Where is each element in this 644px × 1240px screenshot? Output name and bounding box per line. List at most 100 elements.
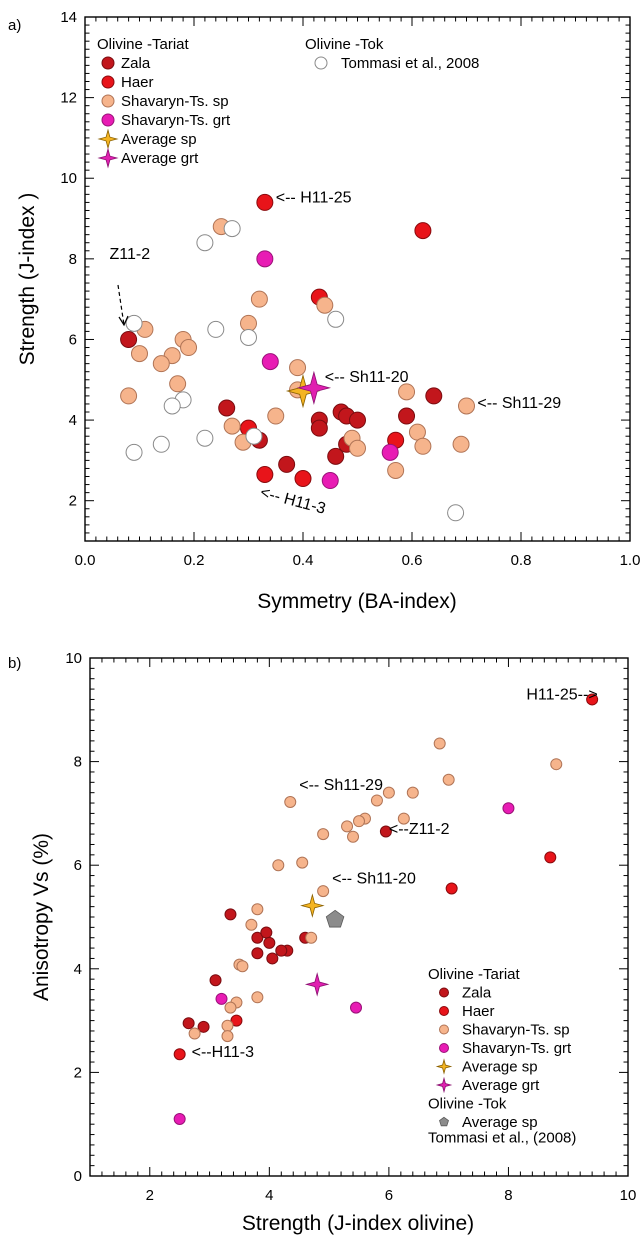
data-point — [327, 447, 345, 465]
data-point — [447, 504, 465, 522]
data-point — [240, 328, 257, 346]
annotation-label: <--H11-3 — [192, 1044, 254, 1061]
data-point — [304, 972, 330, 997]
data-point — [267, 407, 285, 425]
legend-marker — [439, 1043, 449, 1053]
series-avggrt — [304, 972, 330, 997]
series-avggrt — [296, 370, 332, 405]
legend-marker — [435, 1058, 453, 1075]
data-point — [230, 1014, 243, 1027]
data-point — [397, 812, 410, 825]
x-tick-label: 8 — [504, 1187, 512, 1204]
annotation-label: <-- Sh11-29 — [477, 395, 561, 412]
data-point — [381, 443, 399, 461]
data-point — [275, 944, 288, 957]
data-point — [256, 465, 274, 483]
y-axis-title: Strength (J-index ) — [16, 193, 39, 366]
legend-entry-label: Shavaryn-Ts. grt — [121, 112, 231, 129]
data-point — [414, 222, 432, 240]
series-tokavg — [325, 909, 345, 928]
legend-group-title: Olivine -Tok — [428, 1096, 507, 1113]
series-shavsp — [120, 218, 475, 479]
x-tick-label: 10 — [620, 1187, 637, 1204]
y-tick-label: 0 — [74, 1168, 82, 1185]
legend-marker — [439, 1116, 449, 1127]
data-point — [266, 952, 279, 965]
data-point — [278, 455, 296, 473]
data-point — [300, 893, 325, 918]
annotation-label: H11-25--> — [526, 686, 597, 703]
legend-entry-label: Average sp — [462, 1059, 538, 1076]
y-tick-label: 4 — [74, 961, 82, 978]
data-point — [296, 856, 309, 869]
series-tok — [125, 220, 465, 522]
data-point — [353, 815, 365, 828]
data-point — [433, 737, 446, 750]
data-point — [180, 339, 198, 357]
axis-ticks — [84, 16, 631, 542]
data-point — [209, 974, 222, 987]
data-point — [458, 397, 475, 415]
data-point — [316, 296, 334, 314]
legend-marker — [101, 94, 115, 108]
data-point — [321, 472, 339, 490]
data-point — [387, 461, 405, 479]
data-point — [152, 355, 170, 373]
data-point — [442, 773, 455, 786]
data-point — [251, 991, 264, 1004]
legend-marker — [439, 1024, 449, 1035]
legend-entry-label: Zala — [121, 55, 151, 72]
y-tick-label: 10 — [65, 650, 82, 667]
legend-marker — [439, 987, 449, 998]
data-point — [131, 345, 148, 363]
series-haer — [240, 193, 432, 488]
legend-marker — [439, 1006, 449, 1016]
data-point — [218, 399, 236, 417]
data-point — [221, 1030, 234, 1043]
data-point — [305, 931, 318, 944]
data-point — [169, 375, 187, 393]
legend-entry-label: Average sp — [462, 1114, 538, 1131]
y-tick-label: 12 — [60, 90, 77, 107]
panel-label: a) — [8, 17, 21, 34]
data-point — [263, 936, 276, 949]
data-point — [261, 353, 279, 371]
data-point — [294, 470, 312, 488]
y-tick-label: 2 — [69, 493, 77, 510]
data-point — [317, 885, 330, 898]
data-point — [224, 908, 237, 921]
series-shavgrt — [256, 250, 399, 490]
data-point — [284, 796, 297, 809]
data-point — [350, 1001, 363, 1014]
x-tick-label: 4 — [265, 1187, 273, 1204]
x-tick-label: 0.6 — [402, 552, 423, 569]
x-tick-label: 0.4 — [293, 552, 314, 569]
annotation-arrow — [117, 284, 125, 326]
data-point — [125, 443, 143, 461]
data-point — [173, 1048, 186, 1061]
x-tick-label: 0.0 — [75, 552, 96, 569]
legend-marker — [101, 56, 115, 70]
panel-b: b) 2 4 6 8 10 0 2 4 6 8 10 Strength (J-index olivine… — [8, 650, 636, 1235]
data-point — [289, 359, 307, 377]
data-point — [236, 960, 249, 973]
y-tick-label: 14 — [60, 9, 77, 26]
legend-marker — [97, 128, 119, 150]
legend-entry-label: Haer — [462, 1003, 495, 1020]
data-point — [207, 320, 225, 338]
data-point — [221, 1019, 234, 1032]
legend-group-title: Olivine -Tariat — [428, 966, 521, 983]
legend-marker — [101, 113, 115, 127]
data-point — [182, 1017, 195, 1030]
legend-marker — [101, 75, 115, 89]
data-point — [398, 407, 416, 425]
legend-group-title: Olivine -Tariat — [97, 36, 190, 53]
legend-entry-label: Average grt — [121, 150, 199, 167]
data-point — [445, 882, 458, 895]
annotation-label: Z11-2 — [110, 246, 151, 263]
legend-entry-label: Average grt — [462, 1077, 540, 1094]
data-point — [382, 786, 395, 799]
legend-marker — [97, 147, 119, 169]
data-point — [196, 429, 214, 447]
legend-group-title: Olivine -Tok — [305, 36, 384, 53]
